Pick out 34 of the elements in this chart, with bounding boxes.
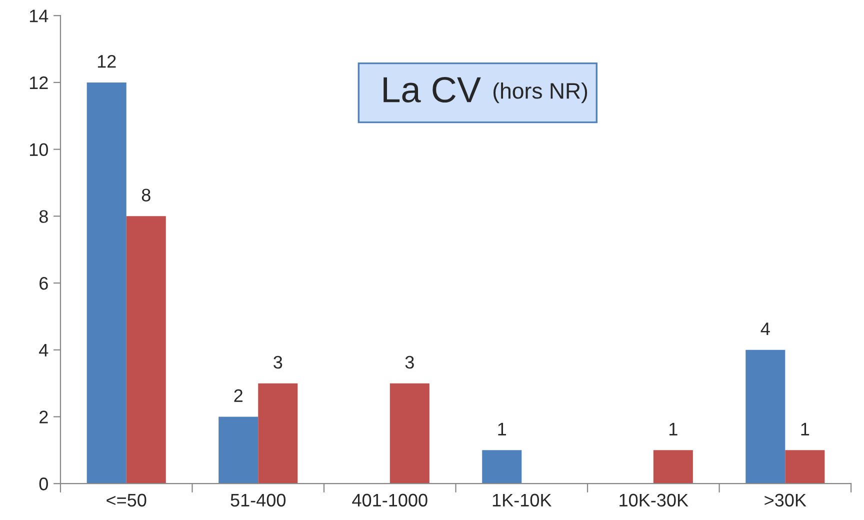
bar xyxy=(126,216,166,484)
data-label: 2 xyxy=(234,389,242,402)
bar xyxy=(258,383,298,484)
bar xyxy=(746,350,786,484)
bar xyxy=(86,82,126,484)
y-tick-label: 10 xyxy=(30,143,48,156)
data-label: 1 xyxy=(801,422,810,436)
x-tick-label: >30K xyxy=(764,494,806,507)
y-tick-label: 0 xyxy=(39,478,48,490)
x-tick-label: <=50 xyxy=(106,494,146,507)
text: (hors NR) xyxy=(494,82,588,104)
text: La CV xyxy=(384,76,481,103)
bar xyxy=(653,450,693,484)
x-tick-label: 1K-10K xyxy=(492,494,552,507)
data-label: 8 xyxy=(142,188,150,202)
data-label: 3 xyxy=(405,356,414,369)
data-label: 3 xyxy=(274,356,282,369)
x-tick-label: 51-400 xyxy=(230,494,286,507)
x-tick-label: 10K-30K xyxy=(620,494,688,507)
y-tick-label: 14 xyxy=(30,10,48,22)
x-tick-label: 401-1000 xyxy=(352,494,428,507)
data-label: 1 xyxy=(498,422,506,436)
y-tick-label: 12 xyxy=(30,76,48,89)
bar xyxy=(482,450,522,484)
data-label: 1 xyxy=(670,422,678,436)
y-tick-label: 2 xyxy=(40,410,48,424)
data-label: 4 xyxy=(760,322,770,336)
bar xyxy=(390,383,430,484)
bar xyxy=(785,450,825,484)
y-tick-label: 4 xyxy=(39,344,48,356)
y-tick-label: 8 xyxy=(39,210,48,223)
data-label: 12 xyxy=(98,54,116,68)
bar xyxy=(218,416,258,484)
y-tick-label: 6 xyxy=(40,276,48,290)
